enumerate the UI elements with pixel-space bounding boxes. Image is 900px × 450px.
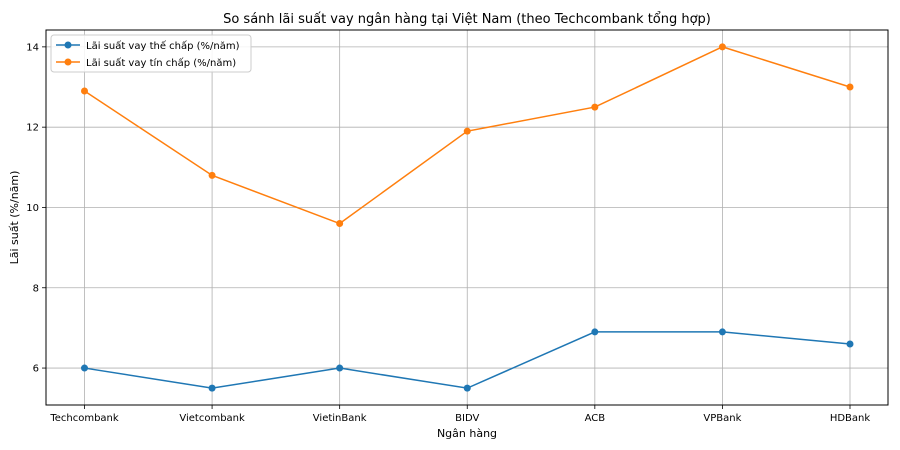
y-tick-label: 8: [33, 283, 39, 294]
y-axis: 6 8 10 12 14: [26, 42, 46, 375]
x-tick-label: BIDV: [455, 413, 479, 424]
y-tick-label: 12: [26, 123, 39, 134]
data-point-series-0: [208, 384, 216, 392]
data-point-series-0: [591, 328, 599, 336]
data-point-series-1: [591, 103, 599, 111]
legend-label-unsecured: Lãi suất vay tín chấp (%/năm): [86, 57, 236, 69]
x-tick-label: ACB: [585, 413, 606, 424]
data-point-series-1: [336, 220, 344, 228]
data-point-series-0: [463, 384, 471, 392]
series-layer: [81, 43, 854, 392]
chart-title: So sánh lãi suất vay ngân hàng tại Việt …: [223, 12, 711, 27]
y-axis-label: Lãi suất (%/năm): [8, 171, 21, 265]
data-point-series-1: [463, 127, 471, 135]
data-point-series-0: [846, 340, 854, 348]
x-tick-label: VietinBank: [313, 413, 367, 424]
legend-box: [50, 34, 252, 73]
legend-label-mortgage: Lãi suất vay thế chấp (%/năm): [86, 40, 240, 52]
x-axis-label: Ngân hàng: [437, 427, 497, 440]
x-axis: Techcombank Vietcombank VietinBank BIDV ACB V…: [49, 405, 870, 424]
y-tick-label: 10: [26, 203, 39, 214]
x-tick-label: Techcombank: [49, 413, 119, 424]
data-point-series-0: [336, 364, 344, 372]
data-point-series-1: [718, 43, 726, 51]
data-point-series-1: [81, 87, 88, 95]
y-tick-label: 6: [33, 364, 39, 375]
x-tick-label: Vietcombank: [179, 413, 245, 424]
data-point-series-1: [846, 83, 854, 91]
x-tick-label: HDBank: [830, 413, 871, 424]
data-point-series-1: [208, 171, 216, 179]
data-point-series-0: [81, 364, 88, 372]
legend-marker-mortgage: [64, 41, 72, 49]
data-point-series-0: [718, 328, 726, 336]
legend-marker-unsecured: [64, 58, 72, 66]
grid: [46, 30, 888, 405]
y-tick-label: 14: [26, 42, 39, 53]
x-tick-label: VPBank: [703, 413, 741, 424]
legend: Lãi suất vay thế chấp (%/năm) Lãi suất v…: [50, 34, 252, 73]
